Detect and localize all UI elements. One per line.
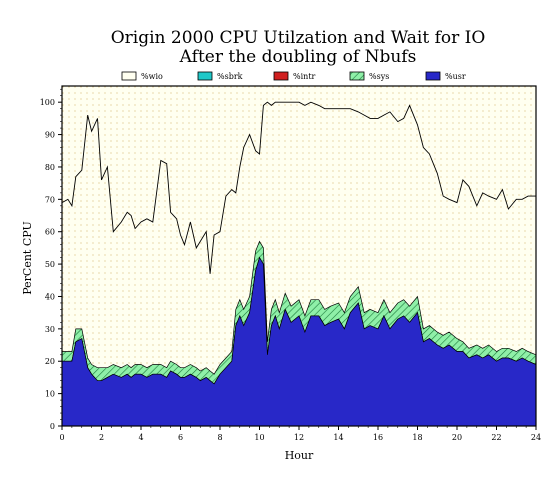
legend-label: %sbrk [217,72,243,81]
x-tick-label: 20 [452,433,462,442]
y-tick-label: 20 [45,357,55,366]
y-tick-label: 80 [45,163,55,172]
legend-swatch [121,71,137,81]
y-tick-label: 100 [40,98,55,107]
chart-subtitle: After the doubling of Nbufs [179,47,417,67]
legend-label: %sys [369,72,389,81]
x-tick-label: 12 [294,433,304,442]
y-axis-label: PerCent CPU [21,221,34,295]
y-tick-label: 30 [45,325,55,334]
legend-label: %intr [293,72,316,81]
legend-swatch [425,71,441,81]
x-tick-label: 0 [59,433,64,442]
y-tick-label: 50 [45,260,55,269]
y-tick-label: 60 [45,228,55,237]
x-tick-label: 2 [99,433,104,442]
series-wio-line [61,101,536,274]
y-tick-label: 10 [45,390,55,399]
legend-label: %wio [141,72,163,81]
legend-swatch [349,71,365,81]
x-tick-label: 18 [412,433,422,442]
x-tick-label: 14 [333,433,343,442]
x-tick-label: 16 [373,433,383,442]
x-tick-label: 8 [217,433,222,442]
x-tick-label: 6 [178,433,183,442]
axes: 0 2 4 6 8 10 12 14 16 18 20 22 240102030405060708090… [40,88,541,442]
legend-swatch [273,71,289,81]
legend: %wio %sbrk %intr %sys %usr [121,71,466,81]
x-axis-label: Hour [285,449,314,462]
y-tick-label: 40 [45,292,55,301]
legend-label: %usr [445,72,466,81]
y-tick-label: 0 [50,422,55,431]
x-tick-label: 4 [138,433,143,442]
legend-swatch [197,71,213,81]
y-tick-label: 70 [45,195,55,204]
x-tick-label: 24 [531,433,541,442]
x-tick-label: 22 [491,433,501,442]
y-tick-label: 90 [45,131,55,140]
x-tick-label: 10 [254,433,264,442]
chart-title: Origin 2000 CPU Utilzation and Wait for … [111,28,486,48]
